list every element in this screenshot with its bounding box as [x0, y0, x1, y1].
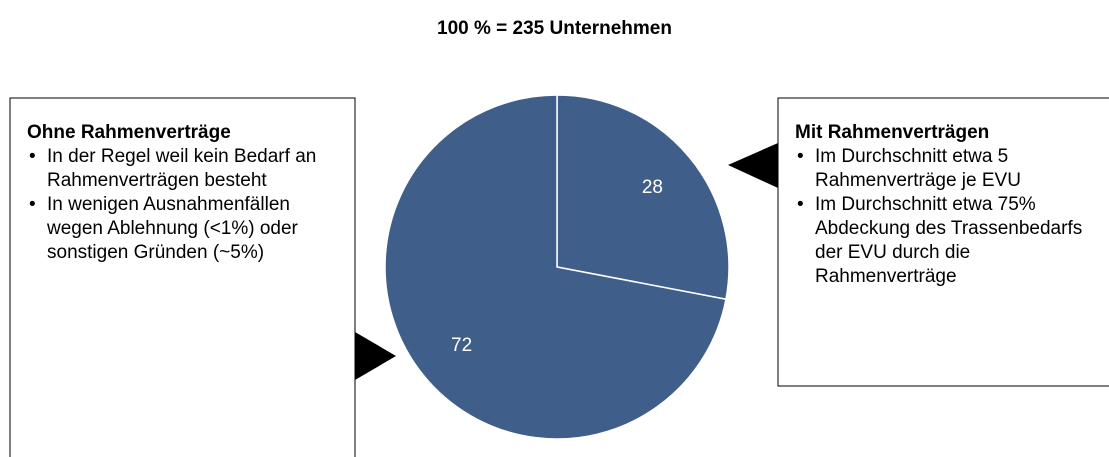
left-pointer: [355, 332, 396, 380]
right-annotation: Mit Rahmenverträgen Im Durchschnitt etwa…: [795, 121, 1100, 289]
annotation-title: Mit Rahmenverträgen: [795, 122, 990, 143]
chart-title: 100 % = 235 Unternehmen: [437, 18, 672, 39]
pie-slice: [556, 94, 730, 301]
left-annotation: Ohne Rahmenverträge In der Regel weil ke…: [27, 121, 345, 265]
bullets: Im Durchschnitt etwa 5 Rahmenverträge je…: [795, 145, 1100, 289]
slice-label: 28: [642, 177, 663, 198]
bullets: In der Regel weil kein Bedarf an Rahmenv…: [27, 145, 345, 265]
annotation-title: Ohne Rahmenverträge: [27, 122, 231, 143]
right-pointer: [728, 143, 778, 188]
bullet: In der Regel weil kein Bedarf an Rahmenv…: [27, 145, 317, 193]
bullet: Im Durchschnitt etwa 75% Abdeckung des T…: [795, 193, 1100, 289]
bullet: In wenigen Ausnahmenfällen wegen Ablehnu…: [27, 193, 345, 265]
slice-label: 72: [451, 335, 472, 356]
bullet: Im Durchschnitt etwa 5 Rahmenverträge je…: [795, 145, 1100, 193]
pie-slice: [384, 94, 727, 440]
